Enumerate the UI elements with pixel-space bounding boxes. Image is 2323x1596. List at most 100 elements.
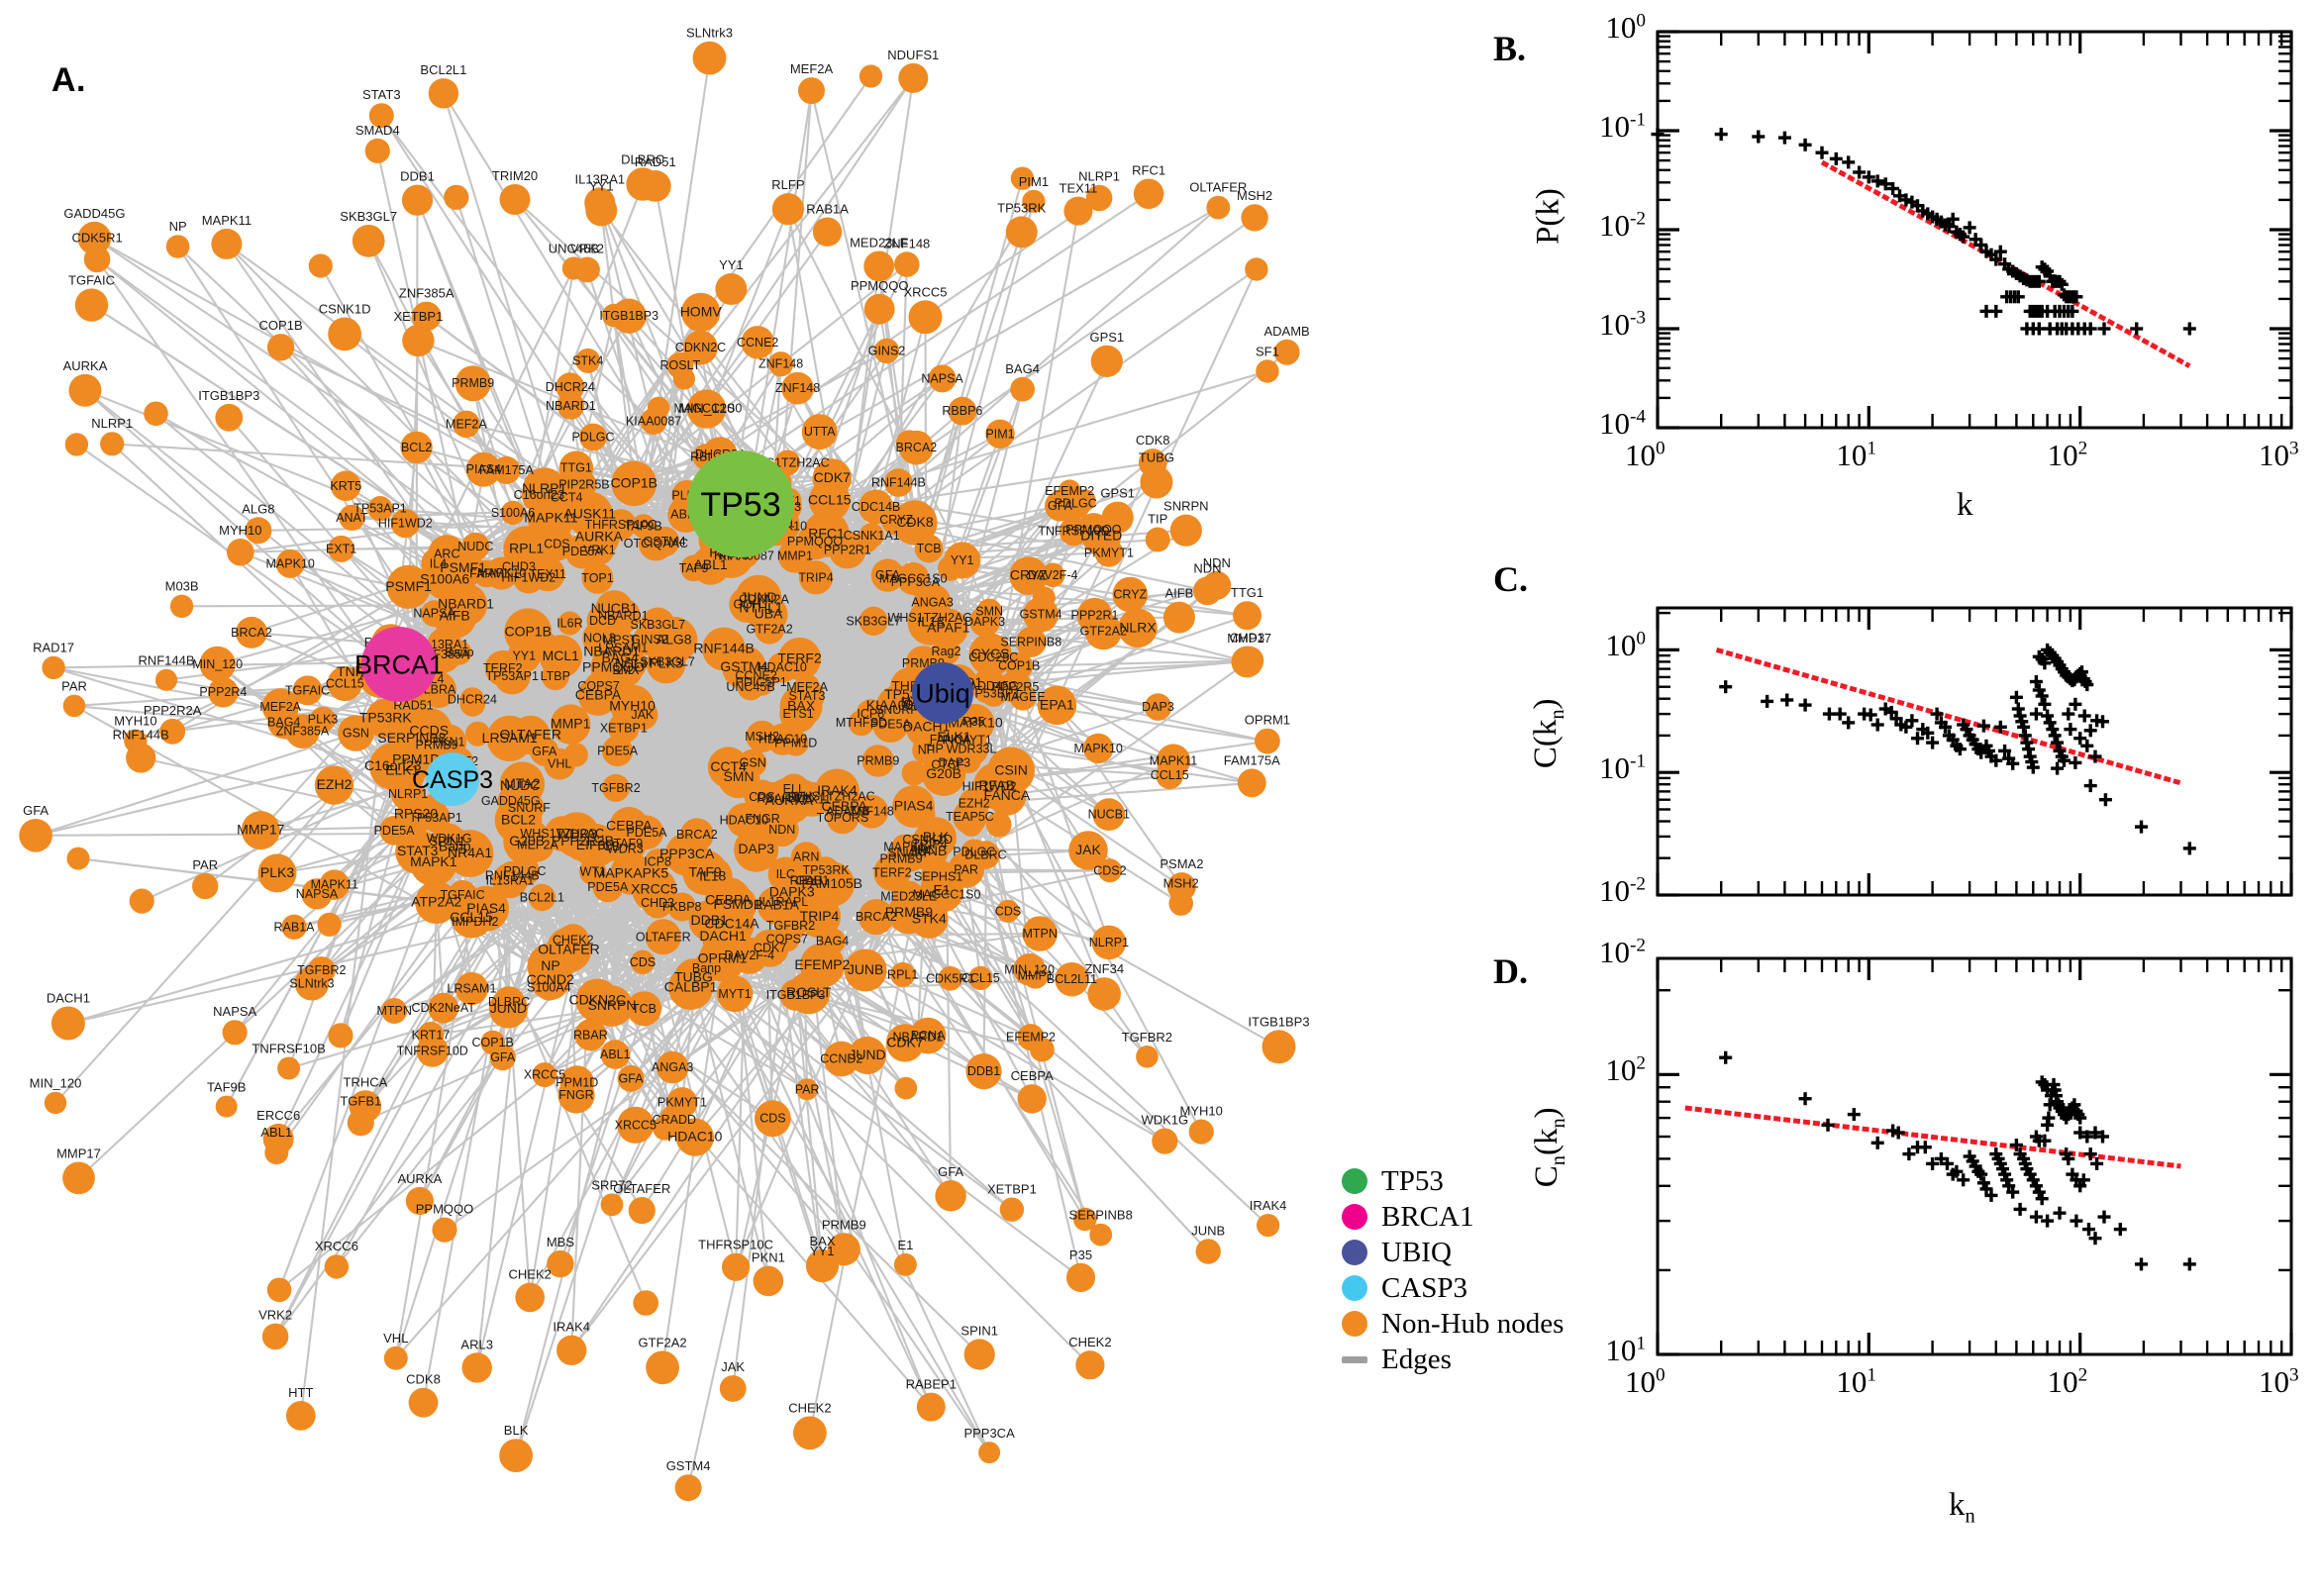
network-node[interactable] <box>893 1252 917 1276</box>
network-node[interactable] <box>880 504 912 536</box>
network-node[interactable] <box>1005 216 1038 249</box>
network-node[interactable] <box>599 638 642 680</box>
network-node[interactable] <box>236 616 267 648</box>
network-node[interactable] <box>551 704 591 745</box>
network-node[interactable] <box>891 834 918 860</box>
network-node[interactable] <box>876 685 919 728</box>
network-node[interactable] <box>1097 858 1122 883</box>
network-node[interactable] <box>1144 693 1172 721</box>
network-node[interactable] <box>328 535 355 562</box>
network-node[interactable] <box>575 978 620 1023</box>
network-node[interactable] <box>275 549 305 578</box>
network-node[interactable] <box>681 292 721 333</box>
network-node[interactable] <box>1118 608 1158 648</box>
network-node[interactable] <box>241 811 280 850</box>
network-node[interactable] <box>579 857 607 886</box>
network-node[interactable] <box>688 900 730 942</box>
network-node[interactable] <box>266 1277 292 1303</box>
network-node[interactable] <box>602 773 630 802</box>
network-node[interactable] <box>544 748 576 780</box>
network-node[interactable] <box>402 324 435 357</box>
network-node[interactable] <box>557 1076 595 1114</box>
network-node[interactable] <box>999 1197 1025 1222</box>
network-node[interactable] <box>395 829 441 874</box>
network-node[interactable] <box>680 818 714 852</box>
network-node[interactable] <box>1032 586 1056 610</box>
network-node[interactable] <box>338 715 374 751</box>
network-node[interactable] <box>797 895 842 939</box>
network-node[interactable] <box>667 892 697 922</box>
network-node[interactable] <box>1169 514 1202 547</box>
network-node[interactable] <box>803 511 850 557</box>
network-node[interactable] <box>1152 1128 1178 1154</box>
network-node[interactable] <box>369 743 417 790</box>
network-node[interactable] <box>430 824 465 859</box>
network-node[interactable] <box>774 926 800 952</box>
network-node[interactable] <box>668 965 714 1010</box>
network-node[interactable] <box>169 594 194 618</box>
network-node[interactable] <box>448 880 477 910</box>
network-node[interactable] <box>424 559 465 600</box>
network-node[interactable] <box>722 1252 751 1281</box>
network-node[interactable] <box>908 300 943 335</box>
network-node[interactable] <box>266 334 295 361</box>
network-node[interactable] <box>575 348 601 373</box>
network-node[interactable] <box>581 562 614 594</box>
network-node[interactable] <box>541 662 569 691</box>
network-node[interactable] <box>1009 556 1049 595</box>
network-node[interactable] <box>600 1040 631 1069</box>
network-node[interactable] <box>894 251 920 277</box>
network-node[interactable] <box>165 235 190 258</box>
network-node[interactable] <box>965 1053 1002 1090</box>
network-node[interactable] <box>364 138 390 163</box>
network-node[interactable] <box>532 1062 557 1088</box>
network-node[interactable] <box>381 998 408 1024</box>
network-node[interactable] <box>998 670 1032 704</box>
network-node[interactable] <box>1015 627 1047 657</box>
network-node[interactable] <box>579 423 607 451</box>
network-node[interactable] <box>1195 1239 1221 1264</box>
network-node[interactable] <box>933 881 960 909</box>
network-node[interactable] <box>1083 733 1114 764</box>
network-node[interactable] <box>933 626 959 652</box>
network-node[interactable] <box>417 1022 445 1048</box>
network-node[interactable] <box>307 956 336 985</box>
network-node[interactable] <box>1091 925 1127 960</box>
network-node[interactable] <box>215 1095 238 1118</box>
network-node[interactable] <box>408 1387 439 1418</box>
network-node[interactable] <box>1112 576 1149 613</box>
network-node[interactable] <box>488 989 528 1029</box>
network-node[interactable] <box>790 842 822 873</box>
network-node[interactable] <box>628 1197 656 1225</box>
network-node[interactable] <box>100 432 125 456</box>
network-node[interactable] <box>1089 1223 1113 1247</box>
network-node[interactable] <box>781 371 814 405</box>
network-node[interactable] <box>633 1290 658 1316</box>
network-node[interactable] <box>465 721 490 747</box>
network-node[interactable] <box>328 1023 354 1048</box>
network-node[interactable] <box>424 732 451 758</box>
network-node[interactable] <box>715 273 748 305</box>
network-node[interactable] <box>980 679 1008 707</box>
network-node[interactable] <box>1262 1030 1296 1064</box>
network-node[interactable] <box>480 1030 506 1055</box>
network-node[interactable] <box>459 687 485 712</box>
network-node[interactable] <box>432 1217 457 1243</box>
network-node[interactable] <box>415 880 458 925</box>
network-node[interactable] <box>557 611 582 636</box>
network-node[interactable] <box>863 293 895 325</box>
network-node[interactable] <box>915 603 945 633</box>
network-node[interactable] <box>584 535 615 565</box>
hub-node-casp3[interactable] <box>426 752 479 806</box>
network-node[interactable] <box>42 655 65 680</box>
network-node[interactable] <box>779 978 812 1011</box>
network-node[interactable] <box>461 532 490 561</box>
network-node[interactable] <box>861 745 894 777</box>
network-node[interactable] <box>324 1254 350 1279</box>
network-node[interactable] <box>62 694 86 718</box>
network-node[interactable] <box>915 817 957 859</box>
network-node[interactable] <box>602 303 626 328</box>
network-node[interactable] <box>472 559 501 588</box>
network-node[interactable] <box>675 1118 714 1156</box>
network-node[interactable] <box>154 668 178 691</box>
